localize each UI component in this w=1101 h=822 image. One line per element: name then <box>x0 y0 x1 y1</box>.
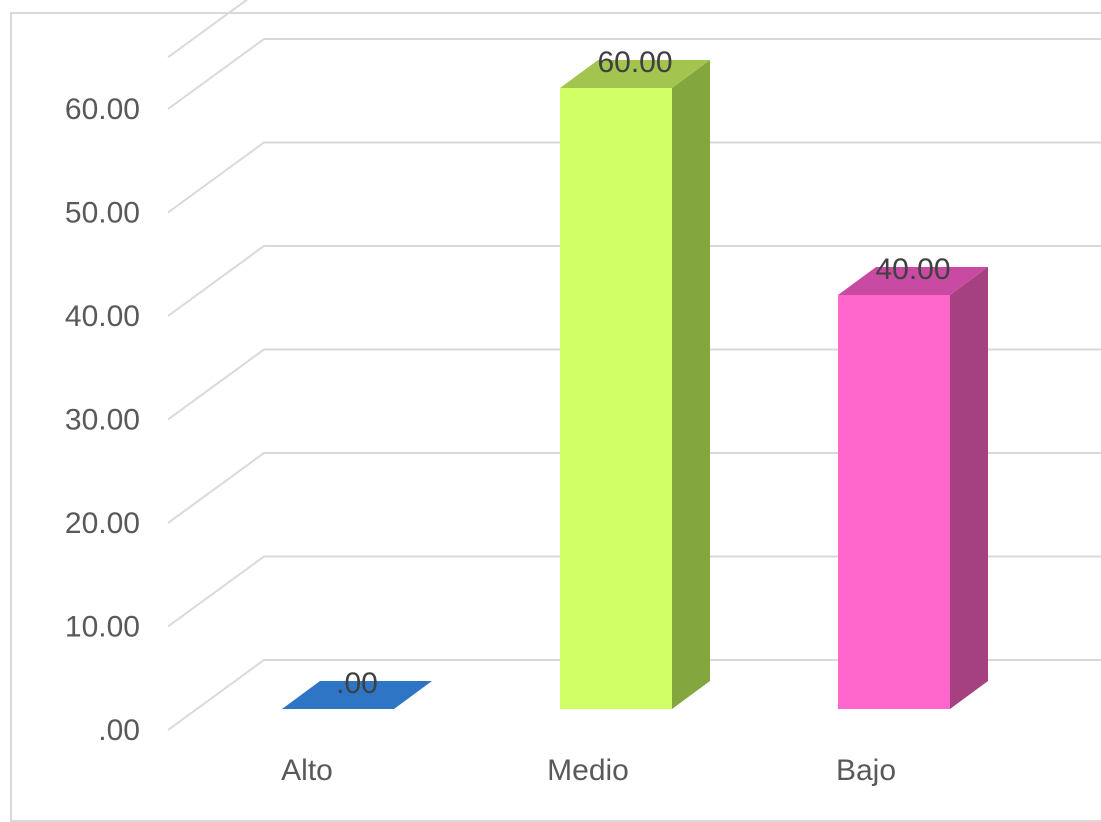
bar-side <box>672 60 710 709</box>
gridline-2 <box>167 452 1101 524</box>
data-label-medio: 60.00 <box>597 46 672 79</box>
gridline-1 <box>167 555 1101 628</box>
bar-top <box>560 60 710 88</box>
gridline-4 <box>167 245 1101 317</box>
y-tick-label: 60.00 <box>65 93 140 126</box>
bar-front <box>838 295 950 709</box>
bar-top <box>838 267 988 295</box>
gridline-0 <box>167 659 1101 731</box>
y-axis-ticks: .00 10.00 20.00 30.00 40.00 50.00 60.00 <box>65 93 140 747</box>
bar-side <box>950 267 988 709</box>
y-tick-label: 30.00 <box>65 404 140 437</box>
x-category-label: Medio <box>547 754 629 787</box>
gridline-top <box>167 0 249 59</box>
bar-alto <box>282 681 432 709</box>
gridline-5 <box>167 141 1101 214</box>
gridlines <box>167 0 1101 731</box>
bar-front <box>560 88 672 709</box>
bar-top <box>282 681 432 709</box>
bar-bajo <box>838 267 988 709</box>
y-tick-label: 10.00 <box>65 611 140 644</box>
y-tick-label: 50.00 <box>65 197 140 230</box>
y-tick-label: 40.00 <box>65 300 140 333</box>
data-labels: .00 60.00 40.00 <box>336 46 950 700</box>
x-category-label: Bajo <box>836 754 896 787</box>
y-tick-label: .00 <box>98 714 140 747</box>
bar-medio <box>560 60 710 709</box>
x-axis-categories: Alto Medio Bajo <box>281 754 896 787</box>
data-label-bajo: 40.00 <box>875 253 950 286</box>
bars <box>282 60 988 709</box>
gridline-3 <box>167 348 1101 421</box>
data-label-alto: .00 <box>336 667 378 700</box>
x-category-label: Alto <box>281 754 333 787</box>
gridline-6 <box>167 38 1101 110</box>
chart-frame <box>10 12 1101 822</box>
y-tick-label: 20.00 <box>65 507 140 540</box>
